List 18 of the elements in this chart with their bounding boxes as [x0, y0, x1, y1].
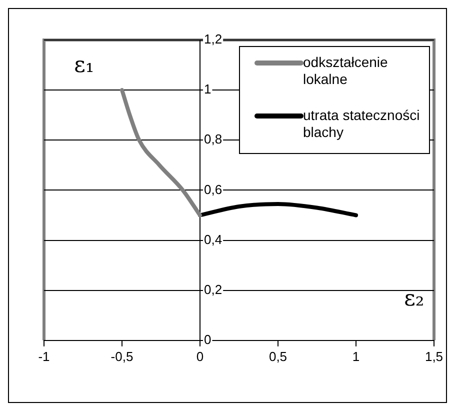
y-tick-label: 0,2 [204, 282, 222, 297]
y-tick-label: 1 [204, 82, 212, 97]
x-tick-label: 1 [352, 348, 360, 364]
x-tick-label: -0,5 [110, 348, 134, 364]
line-series [198, 202, 358, 218]
y-tick-label: 1,2 [204, 32, 222, 47]
y-tick-label: 0,8 [204, 132, 222, 147]
x-tick-label: 0,5 [268, 348, 288, 364]
x-tick-label: 1,5 [424, 348, 444, 364]
y-tick-label: 0,4 [204, 232, 222, 247]
y-tick-label: 0,6 [204, 182, 222, 197]
x-tick-label: -1 [38, 348, 50, 364]
legend-label: odkształcenie lokalne [303, 54, 388, 87]
x-axis-title: ε₂ [404, 286, 424, 312]
y-axis-title: ε₁ [74, 53, 94, 78]
legend-label: utrata stateczności blachy [303, 106, 420, 140]
line-series [120, 88, 202, 218]
y-tick-label: 0 [204, 332, 212, 347]
